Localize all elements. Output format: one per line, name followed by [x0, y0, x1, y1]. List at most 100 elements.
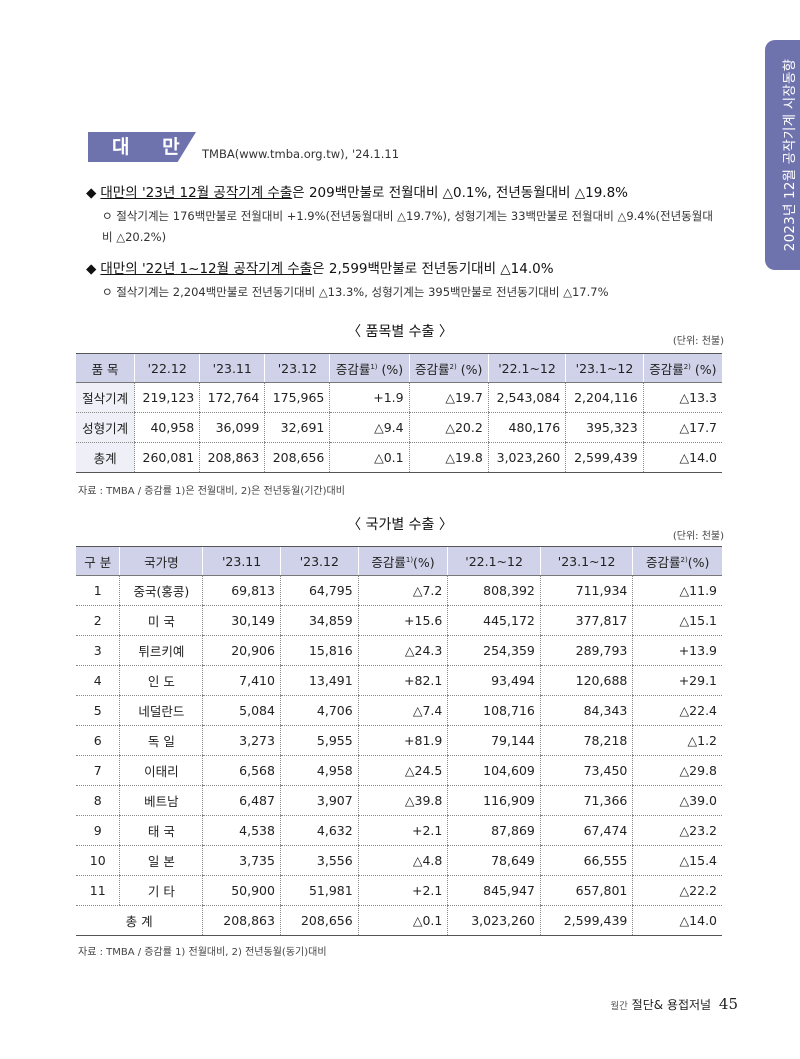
table-row: 총계 260,081 208,863 208,656 △0.1 △19.8 3,023,26…	[76, 442, 722, 473]
table-cell: +1.9	[329, 382, 410, 413]
table-cell: △22.4	[632, 695, 722, 726]
column-header: '22.12	[134, 353, 200, 383]
table-cell: +82.1	[357, 665, 448, 696]
table-cell: 69,813	[202, 575, 281, 606]
country-export-table: 구 분 국가명 '23.11'23.12 증감률1)(%) '22.1~12'23.1~…	[76, 546, 722, 936]
table-cell: 3,273	[202, 725, 281, 756]
column-header: 증감률2) (%)	[408, 353, 489, 383]
magazine-prefix: 월간	[610, 1001, 628, 1012]
table-cell: +81.9	[357, 725, 448, 756]
country-table-title: 〈 국가별 수출 〉	[347, 517, 453, 533]
table-cell: △24.3	[357, 635, 448, 666]
table-cell: 120,688	[539, 665, 633, 696]
table-cell: 40,958	[134, 412, 200, 443]
table-cell: 베트남	[119, 785, 203, 816]
table-header-row: 품 목 '22.12'23.11'23.12 증감률1) (%) 증감률2) (%) '…	[76, 353, 722, 383]
section-side-tab: 2023년 12월 공작기계 시장동향	[765, 40, 800, 270]
table-cell: 네덜란드	[119, 695, 203, 726]
table-cell: 독 일	[119, 725, 203, 756]
table-cell: 6,568	[202, 755, 281, 786]
table-cell: 104,609	[447, 755, 541, 786]
table-cell: 208,863	[202, 905, 281, 936]
table-cell: 208,656	[279, 905, 359, 936]
table-total-row: 총 계 208,863 208,656 △0.1 3,023,260 2,599,439 △…	[76, 905, 722, 936]
table-cell: 108,716	[447, 695, 541, 726]
table-cell: △9.4	[329, 412, 410, 443]
table-cell: 79,144	[447, 725, 541, 756]
table-cell: 67,474	[539, 815, 633, 846]
table-cell: 이태리	[119, 755, 203, 786]
table-cell: +29.1	[632, 665, 722, 696]
table-cell: 32,691	[264, 412, 330, 443]
table-cell: 87,869	[447, 815, 541, 846]
product-table-title: 〈 품목별 수출 〉	[347, 324, 453, 340]
bullet-tail: 은 2,599백만불로 전년동기대비 △14.0%	[312, 261, 554, 277]
table-row: 3 튀르키예 20,906 15,816 △24.3 254,359 289,793 +13.…	[76, 635, 722, 666]
table-cell: 총계	[76, 442, 135, 473]
table-cell: 3,556	[279, 845, 359, 876]
table-cell: 2,599,439	[539, 905, 633, 936]
table-cell: 2	[76, 605, 120, 636]
magazine-title: 절단& 용접저널	[631, 998, 712, 1012]
table-cell: △14.0	[632, 905, 722, 936]
table-cell: 480,176	[487, 412, 566, 443]
table-cell: 36,099	[199, 412, 265, 443]
table-cell: 51,981	[279, 875, 359, 906]
table-cell: 11	[76, 875, 120, 906]
table-cell: 71,366	[539, 785, 633, 816]
diamond-bullet-icon: ◆	[86, 261, 97, 277]
table-cell: 3	[76, 635, 120, 666]
table-cell: 3,907	[279, 785, 359, 816]
table-cell: 289,793	[539, 635, 633, 666]
table-cell: 2,543,084	[487, 382, 566, 413]
table-cell: 5	[76, 695, 120, 726]
table-cell: 인 도	[119, 665, 203, 696]
column-header: 증감률1)(%)	[357, 546, 448, 576]
table-cell: △0.1	[329, 442, 410, 473]
bullet-head: 대만의 '22년 1~12월 공작기계 수출	[100, 261, 313, 277]
table-cell: △14.0	[642, 442, 722, 473]
table-cell: △19.8	[408, 442, 489, 473]
table-cell: △22.2	[632, 875, 722, 906]
table-row: 10 일 본 3,735 3,556 △4.8 78,649 66,555 △15.4	[76, 845, 722, 876]
table-cell: 711,934	[539, 575, 633, 606]
column-header: 품 목	[76, 353, 135, 383]
table-cell: 미 국	[119, 605, 203, 636]
table-cell: 93,494	[447, 665, 541, 696]
summary-sub-monthly: ㅇ 절삭기계는 176백만불로 전월대비 +1.9%(전년동월대비 △19.7%…	[102, 209, 713, 244]
table-row: 5 네덜란드 5,084 4,706 △7.4 108,716 84,343 △22.4	[76, 695, 722, 726]
source-citation: TMBA(www.tmba.org.tw), '24.1.11	[202, 147, 400, 161]
column-header: '23.1~12	[539, 546, 633, 576]
country-table-note: 자료 : TMBA / 증감률 1) 전월대비, 2) 전년동월(동기)대비	[78, 947, 327, 958]
table-row: 성형기계 40,958 36,099 32,691 △9.4 △20.2 480,176 39…	[76, 412, 722, 443]
table-cell: 175,965	[264, 382, 330, 413]
column-header: 증감률2)(%)	[632, 546, 722, 576]
column-header: 구 분	[76, 546, 120, 576]
table-cell: △7.2	[357, 575, 448, 606]
table-cell: 66,555	[539, 845, 633, 876]
table-cell: 일 본	[119, 845, 203, 876]
table-cell: △39.0	[632, 785, 722, 816]
bullet-tail: 은 209백만불로 전월대비 △0.1%, 전년동월대비 △19.8%	[292, 185, 629, 201]
summary-bullet-monthly: ◆ 대만의 '23년 12월 공작기계 수출은 209백만불로 전월대비 △0.1…	[86, 181, 628, 201]
table-cell: 성형기계	[76, 412, 135, 443]
product-table-note: 자료 : TMBA / 증감률 1)은 전월대비, 2)은 전년동월(기간)대비	[78, 486, 345, 497]
table-cell: 중국(홍콩)	[119, 575, 203, 606]
table-cell: 절삭기계	[76, 382, 135, 413]
table-cell: △17.7	[642, 412, 722, 443]
table-cell: +2.1	[357, 875, 448, 906]
diamond-bullet-icon: ◆	[86, 185, 97, 201]
table-cell: △7.4	[357, 695, 448, 726]
table-cell: 5,955	[279, 725, 359, 756]
table-cell: 15,816	[279, 635, 359, 666]
table-cell: 73,450	[539, 755, 633, 786]
table-cell: 5,084	[202, 695, 281, 726]
table-cell: 377,817	[539, 605, 633, 636]
table-cell: 84,343	[539, 695, 633, 726]
table-cell: 태 국	[119, 815, 203, 846]
table-cell: △19.7	[408, 382, 489, 413]
table-cell: 208,656	[264, 442, 330, 473]
table-cell: 2,599,439	[565, 442, 644, 473]
table-cell: 34,859	[279, 605, 359, 636]
side-tab-label: 2023년 12월 공작기계 시장동향	[781, 58, 798, 252]
